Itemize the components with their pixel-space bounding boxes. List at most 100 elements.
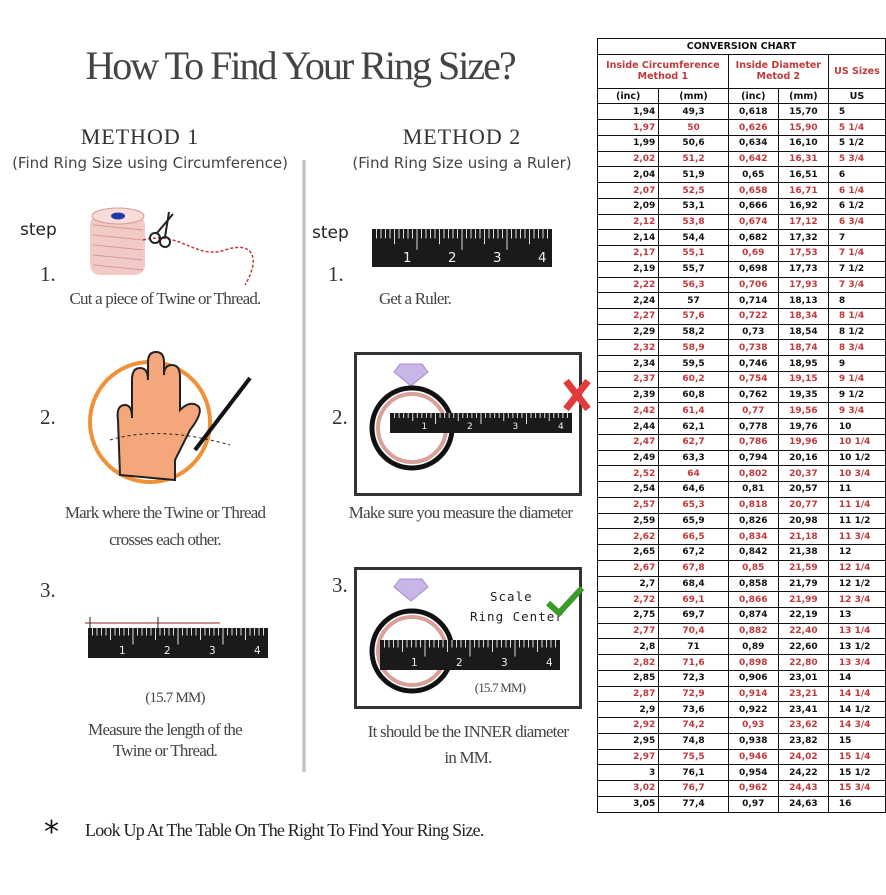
table-cell: 0,93: [727, 717, 779, 734]
step-text: in MM.: [444, 748, 492, 767]
step-text: Twine or Thread.: [112, 741, 218, 760]
step-text: Get a Ruler.: [378, 289, 452, 308]
table-row: 2,52 64 0,802 20,37 10 3/4: [596, 465, 886, 483]
table-cell: 0,954: [727, 764, 779, 782]
hand-measure-icon: [88, 350, 252, 484]
table-cell: 15 1/4: [827, 748, 886, 766]
table-cell: 0,962: [727, 780, 779, 797]
table-cell: 16,31: [777, 150, 829, 168]
table-cell: 54,4: [658, 229, 729, 247]
table-row: 2,42 61,4 0,77 19,56 9 3/4: [596, 402, 886, 420]
table-cell: 50: [658, 119, 729, 136]
table-cell: 68,4: [658, 575, 729, 593]
method2-heading: METHOD 2: [402, 124, 522, 149]
table-cell: 6 1/2: [827, 197, 886, 215]
table-cell: 50,6: [658, 134, 729, 152]
table-row: 2,09 53,1 0,666 16,92 6 1/2: [596, 197, 886, 215]
table-cell: 62,1: [658, 418, 729, 435]
step-number: 2.: [40, 405, 56, 429]
table-cell: 0,81: [727, 481, 779, 498]
table-cell: 21,38: [777, 544, 829, 561]
table-cell: 2,17: [596, 245, 660, 262]
unit-header: (inc): [596, 87, 660, 105]
scissors-icon: [149, 211, 174, 248]
table-cell: 2,97: [596, 748, 660, 766]
table-row: 2,82 71,6 0,898 22,80 13 3/4: [596, 654, 886, 671]
table-cell: 2,04: [596, 166, 660, 184]
table-cell: 5: [827, 103, 886, 121]
table-cell: 53,1: [658, 197, 729, 215]
table-cell: 5 1/2: [827, 134, 886, 152]
table-row: 2,39 60,8 0,762 19,35 9 1/2: [596, 386, 886, 404]
table-cell: 0,826: [727, 512, 779, 530]
table-cell: 0,858: [727, 575, 779, 593]
pen-icon: [193, 376, 252, 452]
table-cell: 15,70: [777, 103, 829, 121]
table-cell: 12 1/4: [827, 559, 886, 577]
table-cell: 67,2: [658, 544, 729, 561]
table-row: 2,24 57 0,714 18,13 8: [596, 292, 886, 310]
table-cell: 14 3/4: [827, 717, 886, 734]
table-cell: 72,3: [658, 669, 729, 687]
table-cell: 0,69: [727, 245, 779, 262]
ruler-number: 3: [501, 657, 508, 669]
table-cell: 8 1/2: [827, 323, 886, 341]
table-cell: 2,42: [596, 402, 660, 420]
table-cell: 2,82: [596, 654, 660, 671]
table-cell: 13 1/4: [827, 622, 886, 640]
step-text: It should be the INNER diameter: [367, 722, 569, 741]
column-divider: [302, 160, 306, 772]
table-cell: 2,02: [596, 150, 660, 168]
table-row: 3,02 76,7 0,962 24,43 15 3/4: [596, 780, 886, 797]
table-cell: 19,76: [777, 418, 829, 435]
table-cell: 0,714: [727, 292, 779, 310]
ruler-number: 3: [512, 422, 519, 432]
table-cell: 15 3/4: [827, 780, 886, 797]
table-cell: 18,95: [777, 355, 829, 372]
table-cell: 2,14: [596, 229, 660, 247]
table-title: CONVERSION CHART: [597, 38, 886, 55]
scale-label: Scale: [490, 589, 533, 604]
table-row: 2,65 67,2 0,842 21,38 12: [596, 544, 886, 561]
table-row: 2,44 62,1 0,778 19,76 10: [596, 418, 886, 435]
table-cell: 6 1/4: [827, 182, 886, 199]
table-cell: 0,73: [727, 323, 779, 341]
thread-icon: [85, 617, 220, 629]
table-row: 2,22 56,3 0,706 17,93 7 3/4: [596, 276, 886, 294]
table-cell: 21,99: [777, 591, 829, 608]
table-cell: 2,12: [596, 213, 660, 231]
table-cell: 0,866: [727, 591, 779, 608]
table-cell: 17,93: [777, 276, 829, 294]
conversion-chart-table: CONVERSION CHART Inside Circumference Met…: [596, 38, 886, 813]
table-cell: 57,6: [658, 308, 729, 325]
table-cell: 20,16: [777, 449, 829, 467]
table-row: 3 76,1 0,954 24,22 15 1/2: [596, 764, 886, 782]
table-cell: 13 1/2: [827, 638, 886, 656]
table-cell: 64,6: [658, 481, 729, 498]
table-cell: 23,01: [777, 669, 829, 687]
table-cell: 7: [827, 229, 886, 247]
table-cell: 22,19: [777, 606, 829, 624]
table-cell: 0,97: [727, 795, 779, 813]
table-cell: 2,54: [596, 481, 660, 498]
table-cell: 24,63: [777, 795, 829, 813]
table-row: 2,02 51,2 0,642 16,31 5 3/4: [596, 150, 886, 168]
step-text: Measure the length of the: [88, 720, 243, 739]
table-cell: 2,22: [596, 276, 660, 294]
table-cell: 52,5: [658, 182, 729, 199]
table-cell: 3,05: [596, 795, 660, 813]
table-cell: 60,8: [658, 386, 729, 404]
table-cell: 0,794: [727, 449, 779, 467]
table-cell: 16,51: [777, 166, 829, 184]
table-cell: 0,914: [727, 685, 779, 703]
table-cell: 0,85: [727, 559, 779, 577]
ruler-icon: 1 2 3 4: [372, 229, 552, 267]
table-cell: 12 1/2: [827, 575, 886, 593]
table-cell: 73,6: [658, 701, 729, 719]
table-cell: 61,4: [658, 402, 729, 420]
table-cell: 0,786: [727, 433, 779, 451]
unit-header: (mm): [777, 87, 829, 105]
step-label: step: [312, 223, 349, 243]
measure-value: (15.7 MM): [145, 690, 205, 706]
step-number: 2.: [332, 405, 348, 429]
